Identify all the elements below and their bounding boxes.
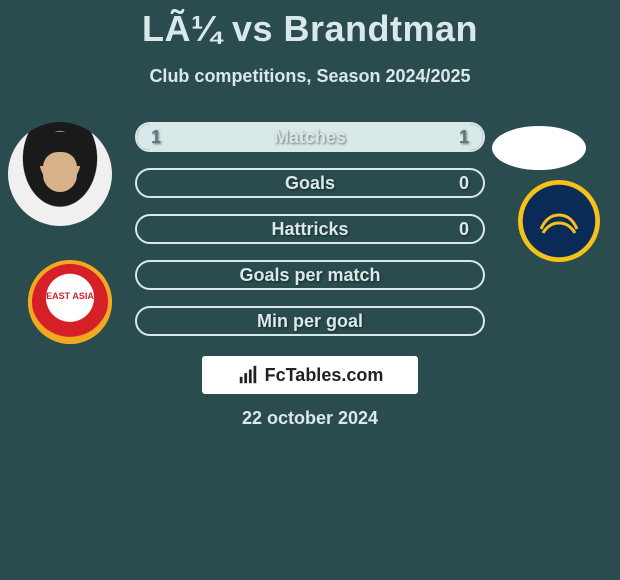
stat-value-right: 0 xyxy=(459,173,469,194)
stat-label: Goals xyxy=(137,173,483,194)
stat-label: Min per goal xyxy=(137,311,483,332)
stat-row-goals: Goals 0 xyxy=(135,168,485,198)
page-title: LÃ¼ vs Brandtman xyxy=(0,0,620,50)
stat-row-hattricks: Hattricks 0 xyxy=(135,214,485,244)
wave-icon xyxy=(537,199,581,243)
fctables-link[interactable]: FcTables.com xyxy=(202,356,418,394)
stat-label: Goals per match xyxy=(137,265,483,286)
season-subtitle: Club competitions, Season 2024/2025 xyxy=(0,66,620,87)
stats-container: 1 Matches 1 Goals 0 Hattricks 0 Goals pe… xyxy=(135,122,485,352)
snapshot-date: 22 october 2024 xyxy=(0,408,620,429)
stat-label: Hattricks xyxy=(137,219,483,240)
stat-value-left: 1 xyxy=(151,127,161,148)
stat-row-matches: 1 Matches 1 xyxy=(135,122,485,152)
stat-value-right: 1 xyxy=(459,127,469,148)
left-player-photo xyxy=(8,122,112,226)
chart-icon xyxy=(237,364,259,386)
left-club-badge-label: EAST ASIA xyxy=(46,291,94,301)
stat-value-right: 0 xyxy=(459,219,469,240)
right-club-badge xyxy=(518,180,600,262)
stat-label: Matches xyxy=(137,127,483,148)
right-player-placeholder xyxy=(492,126,586,170)
stat-row-min-per-goal: Min per goal xyxy=(135,306,485,336)
left-club-badge: EAST ASIA xyxy=(28,260,112,344)
fctables-label: FcTables.com xyxy=(265,365,384,386)
stat-row-goals-per-match: Goals per match xyxy=(135,260,485,290)
